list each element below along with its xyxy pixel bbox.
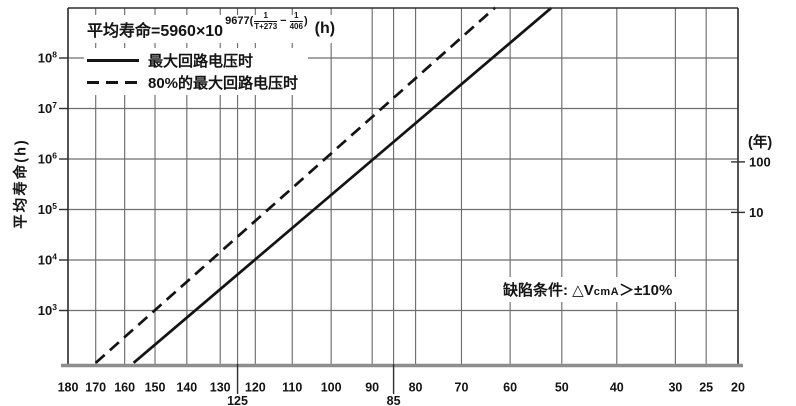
svg-text:104: 104	[38, 251, 57, 267]
svg-text:170: 170	[85, 381, 106, 395]
svg-text:107: 107	[38, 100, 57, 116]
svg-text:70: 70	[455, 381, 469, 395]
y2-axis-title: (年)	[748, 135, 773, 151]
svg-text:160: 160	[114, 381, 135, 395]
svg-text:100: 100	[321, 381, 342, 395]
legend-item-80pct-voltage: 80%的最大回路电压时	[87, 71, 298, 93]
svg-text:25: 25	[699, 381, 713, 395]
legend-label-max-voltage: 最大回路电压时	[148, 52, 254, 70]
svg-text:10: 10	[749, 205, 763, 220]
svg-text:120: 120	[245, 381, 266, 395]
svg-text:108: 108	[38, 49, 57, 65]
y-axis-title: 平均寿命(h)	[13, 138, 30, 229]
frac2-numerator: 1	[294, 11, 299, 21]
formula-fraction-1: 1 T+273	[254, 11, 278, 31]
legend: 最大回路电压时 80%的最大回路电压时	[84, 48, 309, 95]
frac2-denominator: 406	[289, 20, 303, 31]
formula-exp-close: )	[303, 15, 308, 27]
formula-fraction-2: 1 406	[289, 11, 303, 31]
svg-text:103: 103	[38, 302, 57, 318]
frac1-denominator: T+273	[254, 20, 278, 31]
formula-exponent: 9677(1 T+273−1 406)	[225, 11, 308, 30]
legend-item-max-voltage: 最大回路电压时	[87, 49, 298, 71]
svg-text:106: 106	[38, 150, 57, 166]
defect-condition-prefix: 缺陷条件: △V	[503, 282, 594, 299]
svg-text:105: 105	[38, 201, 57, 217]
svg-text:90: 90	[365, 381, 379, 395]
dashed-line-sample-icon	[87, 80, 139, 84]
solid-line-sample-icon	[87, 58, 139, 62]
svg-text:20: 20	[731, 381, 745, 395]
defect-condition-note: 缺陷条件: △VcmA＞±10%	[496, 277, 680, 302]
svg-text:180: 180	[58, 381, 79, 395]
svg-text:30: 30	[668, 381, 682, 395]
svg-text:130: 130	[210, 381, 231, 395]
svg-text:40: 40	[610, 381, 624, 395]
formula-prefix: 平均寿命=5960×10	[87, 23, 224, 40]
frac1-numerator: 1	[263, 11, 268, 21]
formula-minus: −	[280, 15, 287, 27]
legend-label-80pct-voltage: 80%的最大回路电压时	[148, 74, 299, 92]
svg-text:110: 110	[282, 381, 302, 395]
svg-text:125: 125	[227, 394, 248, 406]
defect-condition-suffix: ＞±10%	[619, 282, 673, 299]
svg-text:150: 150	[145, 381, 166, 395]
defect-condition-subscript: cmA	[593, 286, 620, 298]
lifetime-formula: 平均寿命=5960×10 9677(1 T+273−1 406) (h)	[84, 11, 344, 43]
formula-unit: (h)	[314, 20, 336, 37]
svg-text:60: 60	[503, 381, 517, 395]
svg-text:80: 80	[409, 381, 423, 395]
svg-text:140: 140	[176, 381, 197, 395]
formula-exp-open: 9677(	[225, 15, 254, 27]
svg-text:50: 50	[555, 381, 569, 395]
svg-text:85: 85	[387, 394, 401, 406]
svg-text:100: 100	[749, 154, 771, 169]
